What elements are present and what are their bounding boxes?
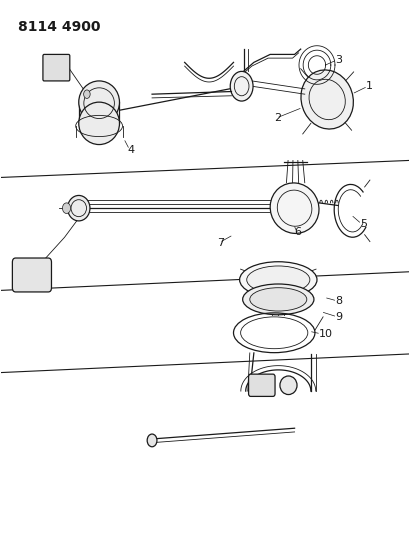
Text: 7: 7	[217, 238, 224, 248]
Ellipse shape	[246, 266, 309, 294]
Text: 9: 9	[335, 312, 342, 322]
Circle shape	[62, 203, 70, 214]
Text: 4: 4	[127, 145, 135, 155]
Ellipse shape	[300, 70, 353, 129]
Circle shape	[230, 71, 252, 101]
Circle shape	[83, 90, 90, 99]
Text: 1: 1	[365, 81, 372, 91]
Text: 3: 3	[335, 55, 342, 64]
Text: 2: 2	[274, 113, 281, 123]
Ellipse shape	[242, 284, 313, 315]
Text: 10: 10	[318, 329, 332, 339]
Ellipse shape	[270, 183, 318, 233]
Text: 8114 4900: 8114 4900	[18, 20, 100, 34]
Text: 6: 6	[294, 227, 301, 237]
FancyBboxPatch shape	[248, 374, 274, 397]
FancyBboxPatch shape	[12, 258, 52, 292]
Ellipse shape	[67, 196, 90, 221]
Circle shape	[147, 434, 157, 447]
Ellipse shape	[79, 81, 119, 123]
Ellipse shape	[79, 102, 119, 144]
Text: 8: 8	[335, 296, 342, 306]
Ellipse shape	[249, 288, 306, 311]
Text: 5: 5	[359, 219, 366, 229]
Ellipse shape	[239, 262, 316, 298]
FancyBboxPatch shape	[43, 54, 70, 81]
Ellipse shape	[279, 376, 296, 394]
